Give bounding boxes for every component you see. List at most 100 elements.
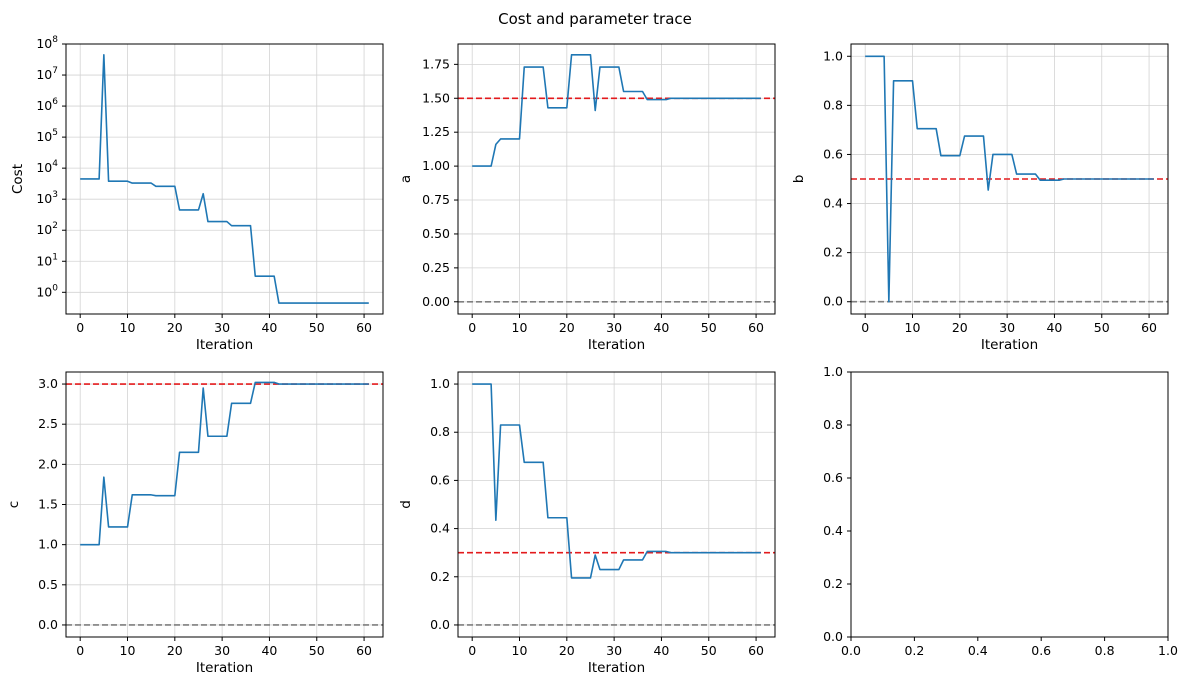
y-axis-ticks: 0.0 0.2 0.4 0.6 0.8 1.0 — [823, 364, 851, 644]
x-tick-label: 30 — [999, 320, 1015, 335]
x-tick-label: 30 — [214, 643, 230, 658]
y-tick-label: 0.5 — [38, 577, 58, 592]
x-tick-label: 30 — [214, 320, 230, 335]
x-tick-label: 50 — [701, 320, 717, 335]
x-tick-label: 60 — [356, 643, 372, 658]
x-tick-label: 40 — [261, 643, 277, 658]
series-line-d — [472, 383, 761, 579]
y-tick-label: 0.00 — [422, 294, 450, 309]
x-tick-label: 0 — [76, 643, 84, 658]
x-tick-label: 40 — [261, 320, 277, 335]
y-tick-label: 0.8 — [430, 424, 450, 439]
series-group — [472, 383, 761, 579]
x-axis-ticks: 0 10 20 30 40 50 60 — [76, 637, 372, 658]
x-tick-label: 60 — [748, 320, 764, 335]
y-axis-label: c — [6, 501, 22, 508]
series-group — [472, 54, 761, 167]
reference-lines — [458, 551, 775, 626]
x-tick-label: 40 — [1046, 320, 1062, 335]
subplot-empty: 0.0 0.2 0.4 0.6 0.8 1.0 0.0 0.2 0.4 0.6 0.8 1.0 — [823, 364, 1178, 658]
x-tick-label: 10 — [905, 320, 921, 335]
series-line-b — [865, 55, 1154, 303]
y-tick-label: 0.2 — [430, 569, 450, 584]
x-axis-ticks: 0 10 20 30 40 50 60 — [861, 314, 1157, 335]
x-tick-label: 0.2 — [904, 643, 924, 658]
y-tick-label: 0.6 — [430, 472, 450, 487]
plot-frame — [850, 43, 1169, 315]
y-axis-ticks: 0.0 0.5 1.0 1.5 2.0 2.5 3.0 — [38, 376, 66, 632]
x-tick-label: 60 — [356, 320, 372, 335]
y-axis-label: d — [398, 500, 414, 509]
y-tick-label: 1.00 — [422, 158, 450, 173]
grid-lines — [458, 372, 775, 637]
x-tick-label: 60 — [1141, 320, 1157, 335]
x-tick-label: 30 — [606, 643, 622, 658]
x-tick-label: 50 — [309, 643, 325, 658]
figure-title: Cost and parameter trace — [498, 10, 692, 28]
y-tick-label: 0.50 — [422, 226, 450, 241]
series-line-cost — [80, 53, 369, 304]
y-tick-label: 0.4 — [823, 196, 843, 211]
x-axis-label: Iteration — [588, 337, 645, 353]
y-tick-label: 1.5 — [38, 497, 58, 512]
grid-lines — [66, 43, 383, 314]
series-group — [80, 53, 369, 304]
y-tick-label: 1.0 — [38, 537, 58, 552]
y-tick-label: 106 — [36, 97, 58, 113]
y-tick-label: 1.75 — [422, 56, 450, 71]
x-axis-label: Iteration — [588, 660, 645, 676]
x-tick-label: 20 — [167, 643, 183, 658]
grid-lines — [66, 372, 383, 637]
x-axis-label: Iteration — [981, 337, 1038, 353]
x-tick-label: 10 — [120, 320, 136, 335]
x-tick-label: 10 — [512, 320, 528, 335]
y-axis-ticks: 0.0 0.2 0.4 0.6 0.8 1.0 — [430, 376, 458, 632]
y-axis-label: b — [791, 175, 807, 184]
series-line-a — [472, 54, 761, 167]
subplot-d: 0 10 20 30 40 50 60 0.0 0.2 0.4 0.6 0.8 1.0 Iteration… — [398, 371, 776, 676]
x-tick-label: 50 — [701, 643, 717, 658]
x-tick-label: 20 — [559, 320, 575, 335]
y-tick-label: 0.0 — [823, 294, 843, 309]
y-tick-label: 0.6 — [823, 470, 843, 485]
y-tick-label: 0.0 — [430, 617, 450, 632]
y-tick-label: 103 — [36, 190, 58, 206]
y-tick-label: 0.0 — [38, 617, 58, 632]
y-tick-label: 102 — [36, 221, 58, 237]
x-tick-label: 0.0 — [841, 643, 861, 658]
x-tick-label: 1.0 — [1158, 643, 1178, 658]
y-tick-label: 0.8 — [823, 97, 843, 112]
x-tick-label: 60 — [748, 643, 764, 658]
y-tick-label: 1.0 — [823, 48, 843, 63]
y-tick-label: 1.25 — [422, 124, 450, 139]
y-tick-label: 105 — [36, 128, 58, 144]
x-tick-label: 0 — [468, 320, 476, 335]
y-tick-label: 1.0 — [430, 376, 450, 391]
y-tick-label: 1.50 — [422, 90, 450, 105]
y-tick-label: 100 — [36, 283, 58, 299]
x-tick-label: 10 — [120, 643, 136, 658]
subplot-c: 0 10 20 30 40 50 60 0.0 0.5 1.0 1.5 2.0 2.5 3.0 Iterat… — [6, 371, 384, 676]
x-axis-ticks: 0 10 20 30 40 50 60 — [76, 314, 372, 335]
y-tick-label: 3.0 — [38, 376, 58, 391]
y-axis-ticks: 100 101 102 103 104 105 106 107 108 — [36, 35, 66, 299]
y-tick-label: 0.4 — [823, 523, 843, 538]
x-tick-label: 50 — [1094, 320, 1110, 335]
x-tick-label: 0.4 — [968, 643, 988, 658]
y-tick-label: 1.0 — [823, 364, 843, 379]
x-tick-label: 0 — [861, 320, 869, 335]
y-tick-label: 0.25 — [422, 260, 450, 275]
x-tick-label: 20 — [952, 320, 968, 335]
x-tick-label: 20 — [559, 643, 575, 658]
y-tick-label: 0.75 — [422, 192, 450, 207]
subplot-grid: 0 10 20 30 40 50 60100101102103104105106107108… — [6, 35, 1178, 676]
plot-frame — [457, 43, 776, 315]
y-tick-label: 108 — [36, 35, 58, 51]
plot-frame — [457, 371, 776, 638]
y-tick-label: 0.0 — [823, 629, 843, 644]
x-tick-label: 0.6 — [1031, 643, 1051, 658]
series-line-c — [80, 381, 369, 546]
x-tick-label: 50 — [309, 320, 325, 335]
subplot-cost: 0 10 20 30 40 50 60 100 101 102 103 104 105 106 107 108… — [10, 35, 384, 353]
x-tick-label: 40 — [653, 643, 669, 658]
